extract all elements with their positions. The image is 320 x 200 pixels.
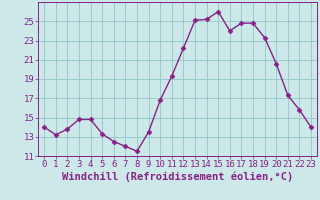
- X-axis label: Windchill (Refroidissement éolien,°C): Windchill (Refroidissement éolien,°C): [62, 172, 293, 182]
